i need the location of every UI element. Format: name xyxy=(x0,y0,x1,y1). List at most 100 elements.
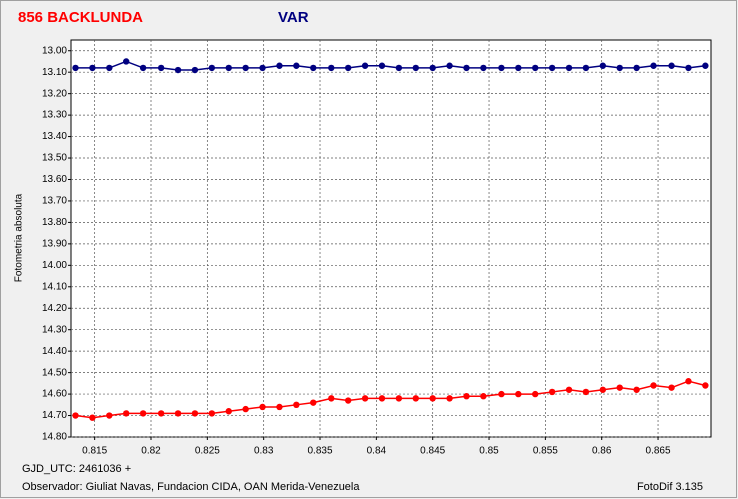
data-point xyxy=(123,58,130,65)
data-point xyxy=(174,66,182,74)
data-point xyxy=(548,388,556,396)
data-point xyxy=(429,64,436,72)
y-tick-label: 14.30 xyxy=(42,324,67,335)
data-point xyxy=(650,382,657,389)
y-tick-label: 14.70 xyxy=(42,410,67,421)
data-point xyxy=(378,62,386,69)
data-point xyxy=(328,395,335,402)
data-point xyxy=(72,64,79,72)
data-point xyxy=(633,64,640,72)
y-tick-label: 13.80 xyxy=(42,217,67,228)
data-point xyxy=(685,378,692,385)
data-point xyxy=(259,403,266,411)
data-point xyxy=(72,412,79,419)
data-point xyxy=(565,386,573,393)
x-tick-label: 0.825 xyxy=(195,446,220,457)
data-point xyxy=(498,390,505,398)
data-point xyxy=(480,393,487,400)
data-point xyxy=(395,395,403,402)
y-tick-label: 13.40 xyxy=(42,131,67,142)
y-tick-label: 14.50 xyxy=(42,367,67,378)
x-axis-label: GJD_UTC: 2461036 + xyxy=(22,463,131,475)
data-point xyxy=(515,390,522,398)
data-point xyxy=(139,410,147,417)
data-point xyxy=(702,382,709,389)
y-tick-label: 13.90 xyxy=(42,239,67,250)
x-tick-label: 0.855 xyxy=(533,446,558,457)
data-point xyxy=(293,401,300,409)
data-point xyxy=(89,64,96,72)
data-point xyxy=(532,390,539,398)
data-point xyxy=(548,64,556,72)
data-point xyxy=(446,62,453,69)
data-point xyxy=(463,64,470,72)
data-point xyxy=(106,64,113,72)
data-point xyxy=(650,62,657,69)
x-tick-label: 0.83 xyxy=(254,446,274,457)
plot-area xyxy=(70,39,712,438)
y-tick-label: 13.50 xyxy=(42,153,67,164)
data-point xyxy=(599,386,607,393)
data-point xyxy=(191,66,199,74)
y-tick-label: 13.10 xyxy=(42,67,67,78)
chart-subtitle: VAR xyxy=(278,9,309,26)
data-point xyxy=(344,64,352,72)
data-point xyxy=(310,64,317,72)
data-point xyxy=(310,399,317,406)
data-point xyxy=(89,414,96,421)
data-point xyxy=(276,62,283,69)
data-point xyxy=(242,64,249,72)
y-tick-label: 13.20 xyxy=(42,88,67,99)
y-tick-label: 14.00 xyxy=(42,260,67,271)
data-point xyxy=(412,395,419,402)
data-point xyxy=(565,64,573,72)
data-point xyxy=(361,395,369,402)
data-point xyxy=(616,384,623,391)
data-point xyxy=(242,405,249,413)
data-point xyxy=(498,64,505,72)
data-point xyxy=(515,64,522,72)
data-point xyxy=(344,397,352,404)
data-point xyxy=(174,410,182,417)
data-point xyxy=(480,64,487,72)
data-point xyxy=(293,62,300,69)
data-point xyxy=(616,64,623,72)
y-tick-label: 14.60 xyxy=(42,389,67,400)
chart-title: 856 BACKLUNDA xyxy=(18,9,143,26)
x-tick-label: 0.82 xyxy=(141,446,161,457)
data-point xyxy=(157,410,165,417)
data-point xyxy=(328,64,335,72)
y-axis-label: Fotometria absoluta xyxy=(14,193,25,282)
data-point xyxy=(685,64,692,72)
data-point xyxy=(702,62,709,69)
data-point xyxy=(582,388,590,396)
data-point xyxy=(157,64,165,72)
x-tick-label: 0.845 xyxy=(420,446,445,457)
data-point xyxy=(378,395,386,402)
data-point xyxy=(582,64,590,72)
data-point xyxy=(208,64,216,72)
data-point xyxy=(412,64,419,72)
data-point xyxy=(668,384,675,391)
y-tick-label: 14.40 xyxy=(42,346,67,357)
y-tick-label: 14.20 xyxy=(42,303,67,314)
x-tick-label: 0.86 xyxy=(592,446,612,457)
data-point xyxy=(429,395,436,402)
x-tick-label: 0.85 xyxy=(479,446,499,457)
data-point xyxy=(395,64,403,72)
x-tick-label: 0.865 xyxy=(646,446,671,457)
y-tick-label: 14.80 xyxy=(42,432,67,443)
data-point xyxy=(446,395,453,402)
data-point xyxy=(633,386,640,393)
data-point xyxy=(463,393,470,400)
data-point xyxy=(225,408,232,415)
y-tick-label: 13.00 xyxy=(42,45,67,56)
data-point xyxy=(106,412,113,419)
x-tick-label: 0.815 xyxy=(82,446,107,457)
data-point xyxy=(225,64,232,72)
y-tick-label: 13.30 xyxy=(42,110,67,121)
data-point xyxy=(361,62,369,69)
data-point xyxy=(532,64,539,72)
footer-right: FotoDif 3.135 xyxy=(637,481,703,493)
data-point xyxy=(208,410,216,417)
